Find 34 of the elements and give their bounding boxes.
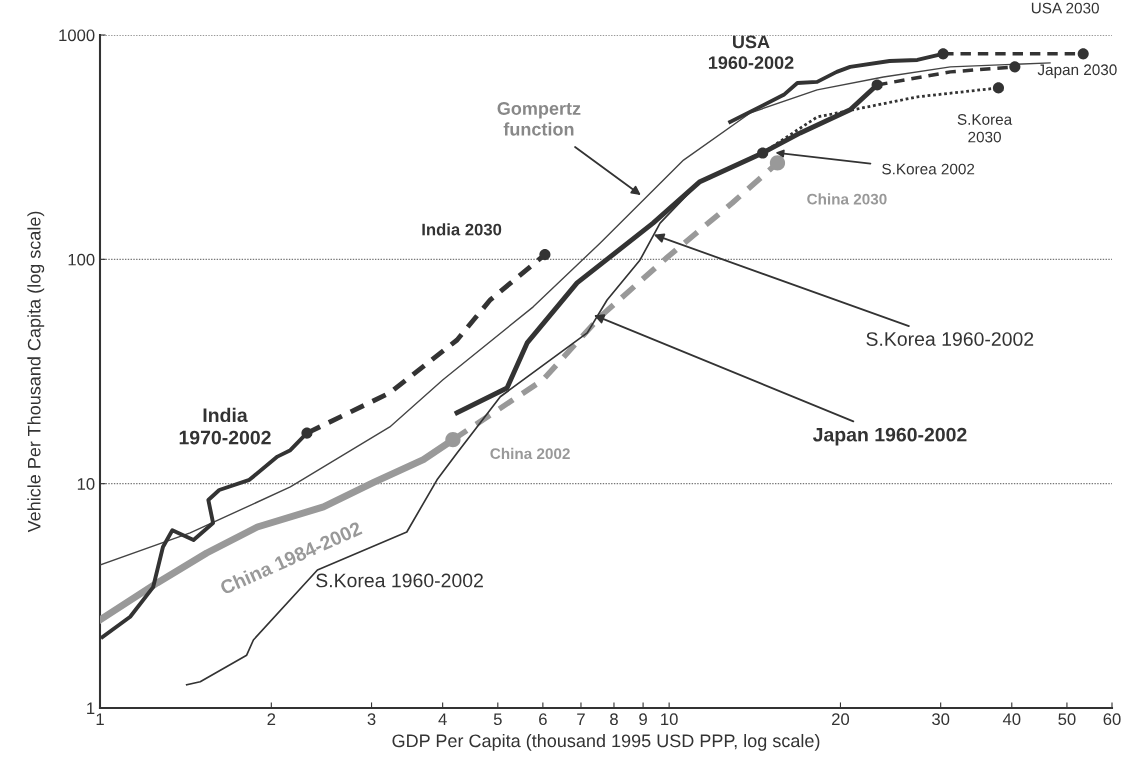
x-tick-label: 3 <box>367 713 376 726</box>
annotation: Japan 1960-2002 <box>812 427 967 446</box>
y-tick-label: 1000 <box>59 29 95 42</box>
x-tick-label: 50 <box>1058 713 1076 726</box>
x-tick-label: 30 <box>932 713 950 726</box>
annotation: China 2030 <box>807 193 887 205</box>
x-tick-label: 4 <box>438 713 447 725</box>
annotation: S.Korea 1960-2002 <box>866 332 1034 346</box>
annotation: India 1970-2002 <box>179 407 271 445</box>
x-axis-title: GDP Per Capita (thousand 1995 USD PPP, log scale) <box>392 733 820 751</box>
x-tick-label: 6 <box>539 713 547 726</box>
annotation: USA 2030 <box>1031 2 1099 14</box>
annotation: India 2030 <box>422 223 502 236</box>
annotation: China 2002 <box>490 447 570 460</box>
y-tick-label: 10 <box>77 478 95 490</box>
annotation: Gompertz function <box>497 102 581 136</box>
x-tick-label: 5 <box>493 713 502 726</box>
annotation: USA 1960-2002 <box>708 35 794 70</box>
x-tick-label: 7 <box>577 713 585 725</box>
x-tick-label: 10 <box>661 713 678 726</box>
x-tick-label: 1 <box>96 713 104 725</box>
x-tick-label: 2 <box>267 713 276 725</box>
annotation: S.Korea 1960-2002 <box>316 573 483 588</box>
y-axis-title: Vehicle Per Thousand Capita (log scale) <box>27 211 45 533</box>
x-tick-label: 40 <box>1002 713 1021 726</box>
annotation: Japan 2030 <box>1037 64 1117 79</box>
x-tick-label: 8 <box>610 713 618 726</box>
annotation: S.Korea 2030 <box>957 114 1013 143</box>
annotation: S.Korea 2002 <box>882 163 975 175</box>
x-tick-label: 9 <box>639 713 647 726</box>
y-tick-label: 1 <box>87 702 95 715</box>
x-tick-label: 60 <box>1103 713 1121 726</box>
y-tick-label: 100 <box>68 253 95 266</box>
x-tick-label: 20 <box>832 713 850 726</box>
